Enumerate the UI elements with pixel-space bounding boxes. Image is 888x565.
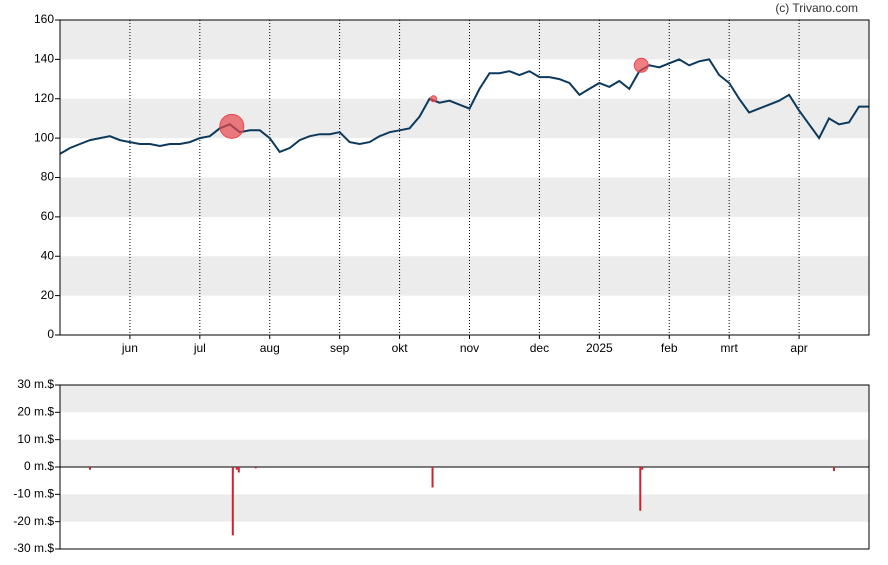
y-tick-label: 40 (41, 248, 55, 262)
y-tick-label: 20 m.$ (17, 405, 54, 419)
x-tick-label: sep (330, 341, 350, 355)
event-marker (430, 95, 438, 103)
grid-band (60, 385, 869, 413)
grid-band (60, 256, 869, 296)
x-tick-label: jul (193, 341, 206, 355)
event-marker (633, 57, 649, 73)
bar (254, 467, 257, 469)
x-tick-label: jun (121, 341, 138, 355)
x-tick-label: okt (392, 341, 409, 355)
price-line (59, 58, 869, 155)
bar (237, 467, 240, 473)
bar (235, 467, 238, 470)
event-marker (219, 113, 245, 139)
grid-band (60, 177, 869, 217)
x-tick-label: aug (260, 341, 280, 355)
x-tick-label: feb (661, 341, 678, 355)
credit: (c) Trivano.com (775, 1, 858, 15)
y-tick-label: -10 m.$ (13, 487, 54, 501)
grid-band (60, 98, 869, 139)
y-tick-label: 100 (34, 130, 54, 144)
x-tick-label: nov (460, 341, 479, 355)
y-tick-label: 0 (47, 327, 54, 341)
x-tick-label: dec (530, 341, 549, 355)
y-tick-label: 80 (41, 170, 55, 184)
plot-frame (59, 384, 870, 550)
y-tick-label: 20 (41, 288, 55, 302)
y-tick-label: 60 (41, 209, 55, 223)
y-tick-label: 120 (34, 91, 54, 105)
y-tick-label: -30 m.$ (13, 541, 54, 555)
y-tick-label: 10 m.$ (17, 432, 54, 446)
plot-frame (59, 19, 870, 336)
bar (231, 467, 234, 536)
bar (431, 467, 434, 488)
y-tick-label: -20 m.$ (13, 514, 54, 528)
y-tick-label: 160 (34, 12, 54, 26)
bar (88, 467, 91, 470)
x-tick-label: 2025 (586, 341, 613, 355)
bar (639, 467, 642, 511)
x-tick-label: apr (790, 341, 807, 355)
grid-band (60, 439, 869, 467)
grid-band (60, 20, 869, 60)
y-tick-label: 0 m.$ (24, 459, 54, 473)
x-tick-label: mrt (721, 341, 739, 355)
y-tick-label: 30 m.$ (17, 377, 54, 391)
grid-band (60, 494, 869, 522)
y-tick-label: 140 (34, 52, 54, 66)
bar (641, 467, 644, 470)
bar (833, 467, 836, 472)
